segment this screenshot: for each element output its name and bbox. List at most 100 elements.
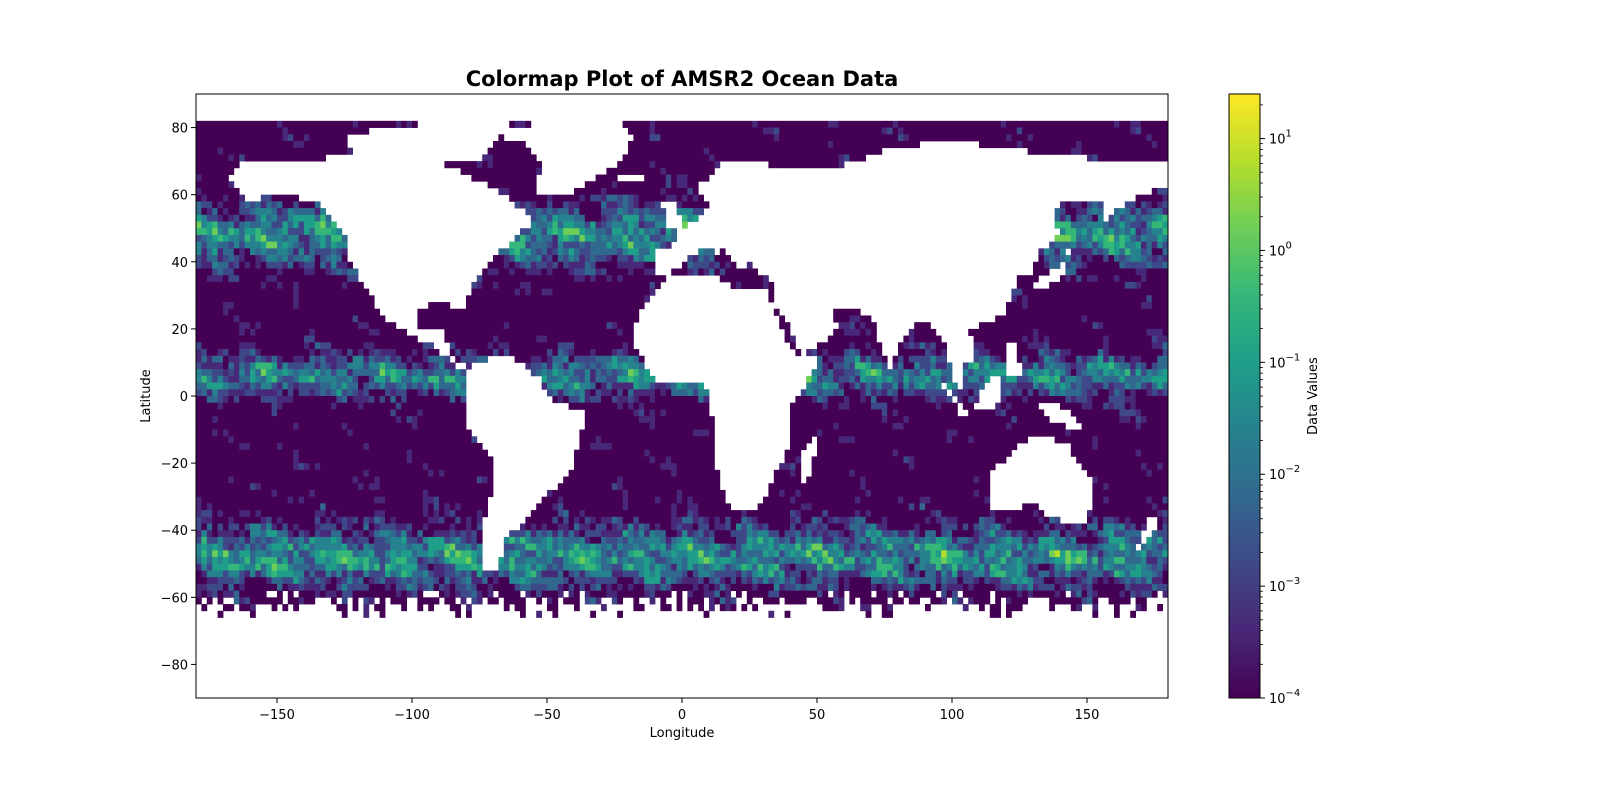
heatmap-cell — [520, 335, 526, 343]
heatmap-cell — [1081, 315, 1088, 323]
heatmap-cell — [536, 342, 542, 350]
heatmap-cell — [1141, 228, 1147, 236]
heatmap-cell — [1006, 429, 1012, 437]
heatmap-cell — [1065, 362, 1072, 370]
heatmap-cell — [1119, 268, 1126, 276]
heatmap-cell — [1070, 127, 1077, 135]
heatmap-cell — [255, 147, 262, 155]
heatmap-cell — [223, 402, 229, 410]
heatmap-cell — [358, 409, 364, 417]
heatmap-cell — [811, 396, 818, 404]
heatmap-cell — [293, 322, 299, 330]
heatmap-cell — [358, 369, 364, 377]
heatmap-cell — [644, 228, 650, 236]
heatmap-cell — [244, 268, 251, 276]
heatmap-cell — [1087, 281, 1093, 290]
heatmap-cell — [314, 335, 321, 343]
heatmap-cell — [212, 228, 218, 236]
heatmap-cell — [698, 382, 704, 390]
heatmap-cell — [460, 315, 467, 323]
heatmap-cell — [1108, 261, 1115, 269]
heatmap-cell — [304, 214, 310, 222]
heatmap-cell — [422, 355, 429, 363]
heatmap-cell — [1033, 134, 1039, 142]
heatmap-cell — [244, 402, 251, 410]
heatmap-cell — [433, 396, 440, 404]
heatmap-cell — [309, 268, 316, 276]
heatmap-cell — [962, 422, 969, 430]
heatmap-cell — [525, 167, 532, 175]
heatmap-cell — [574, 261, 580, 269]
heatmap-cell — [871, 322, 877, 330]
heatmap-cell — [590, 228, 596, 236]
heatmap-cell — [622, 208, 629, 216]
heatmap-cell — [422, 416, 429, 424]
heatmap-cell — [1135, 255, 1142, 263]
heatmap-cell — [217, 369, 224, 377]
heatmap-cell — [844, 140, 850, 149]
heatmap-cell — [1092, 154, 1099, 162]
heatmap-cell — [638, 429, 645, 437]
heatmap-cell — [471, 174, 478, 182]
heatmap-cell — [935, 429, 942, 437]
heatmap-cell — [898, 389, 904, 397]
heatmap-cell — [703, 416, 710, 424]
heatmap-cell — [838, 161, 845, 169]
heatmap-cell — [498, 134, 505, 142]
heatmap-cell — [260, 275, 267, 283]
heatmap-cell — [719, 127, 726, 135]
heatmap-cell — [466, 167, 472, 175]
heatmap-cell — [628, 322, 634, 330]
heatmap-cell — [995, 349, 1001, 357]
heatmap-cell — [1130, 375, 1136, 383]
heatmap-cell — [260, 302, 267, 310]
heatmap-cell — [1130, 315, 1136, 323]
heatmap-cell — [633, 147, 640, 155]
heatmap-cell — [212, 308, 218, 316]
heatmap-cell — [1141, 375, 1147, 383]
heatmap-cell — [1108, 328, 1115, 336]
heatmap-cell — [460, 355, 467, 363]
heatmap-cell — [676, 134, 683, 142]
heatmap-cell — [233, 355, 240, 363]
heatmap-cell — [201, 328, 208, 336]
heatmap-cell — [417, 369, 424, 377]
heatmap-cell — [649, 221, 656, 229]
heatmap-cell — [989, 362, 996, 370]
heatmap-cell — [1016, 281, 1023, 290]
heatmap-cell — [952, 402, 958, 410]
heatmap-cell — [887, 396, 893, 404]
heatmap-cell — [1103, 134, 1109, 142]
heatmap-cell — [379, 429, 386, 437]
heatmap-cell — [201, 201, 208, 209]
heatmap-cell — [833, 308, 839, 316]
heatmap-cell — [304, 302, 310, 310]
heatmap-cell — [1103, 369, 1109, 377]
heatmap-cell — [395, 369, 402, 377]
heatmap-cell — [617, 308, 623, 316]
heatmap-cell — [428, 369, 434, 377]
heatmap-cell — [449, 328, 456, 336]
heatmap-cell — [741, 275, 748, 283]
heatmap-cell — [514, 268, 521, 276]
heatmap-cell — [925, 127, 931, 135]
heatmap-cell — [1000, 382, 1007, 390]
heatmap-cell — [1043, 120, 1050, 128]
heatmap-cell — [212, 416, 218, 424]
heatmap-cell — [1092, 396, 1099, 404]
heatmap-cell — [590, 241, 596, 249]
heatmap-cell — [223, 201, 229, 209]
heatmap-cell — [973, 396, 980, 404]
heatmap-cell — [665, 234, 672, 243]
heatmap-cell — [595, 375, 602, 383]
heatmap-cell — [709, 429, 715, 437]
heatmap-cell — [1151, 140, 1158, 149]
heatmap-cell — [725, 127, 731, 135]
heatmap-cell — [584, 328, 591, 336]
heatmap-cell — [563, 261, 569, 269]
heatmap-cell — [298, 429, 305, 437]
heatmap-cell — [725, 154, 731, 162]
heatmap-cell — [790, 409, 796, 417]
heatmap-cell — [1135, 295, 1142, 303]
heatmap-cell — [1157, 302, 1163, 310]
